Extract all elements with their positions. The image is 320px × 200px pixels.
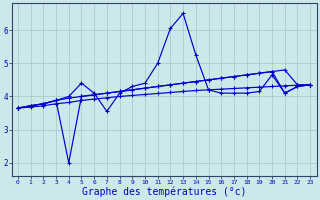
X-axis label: Graphe des températures (°c): Graphe des températures (°c) (82, 186, 246, 197)
